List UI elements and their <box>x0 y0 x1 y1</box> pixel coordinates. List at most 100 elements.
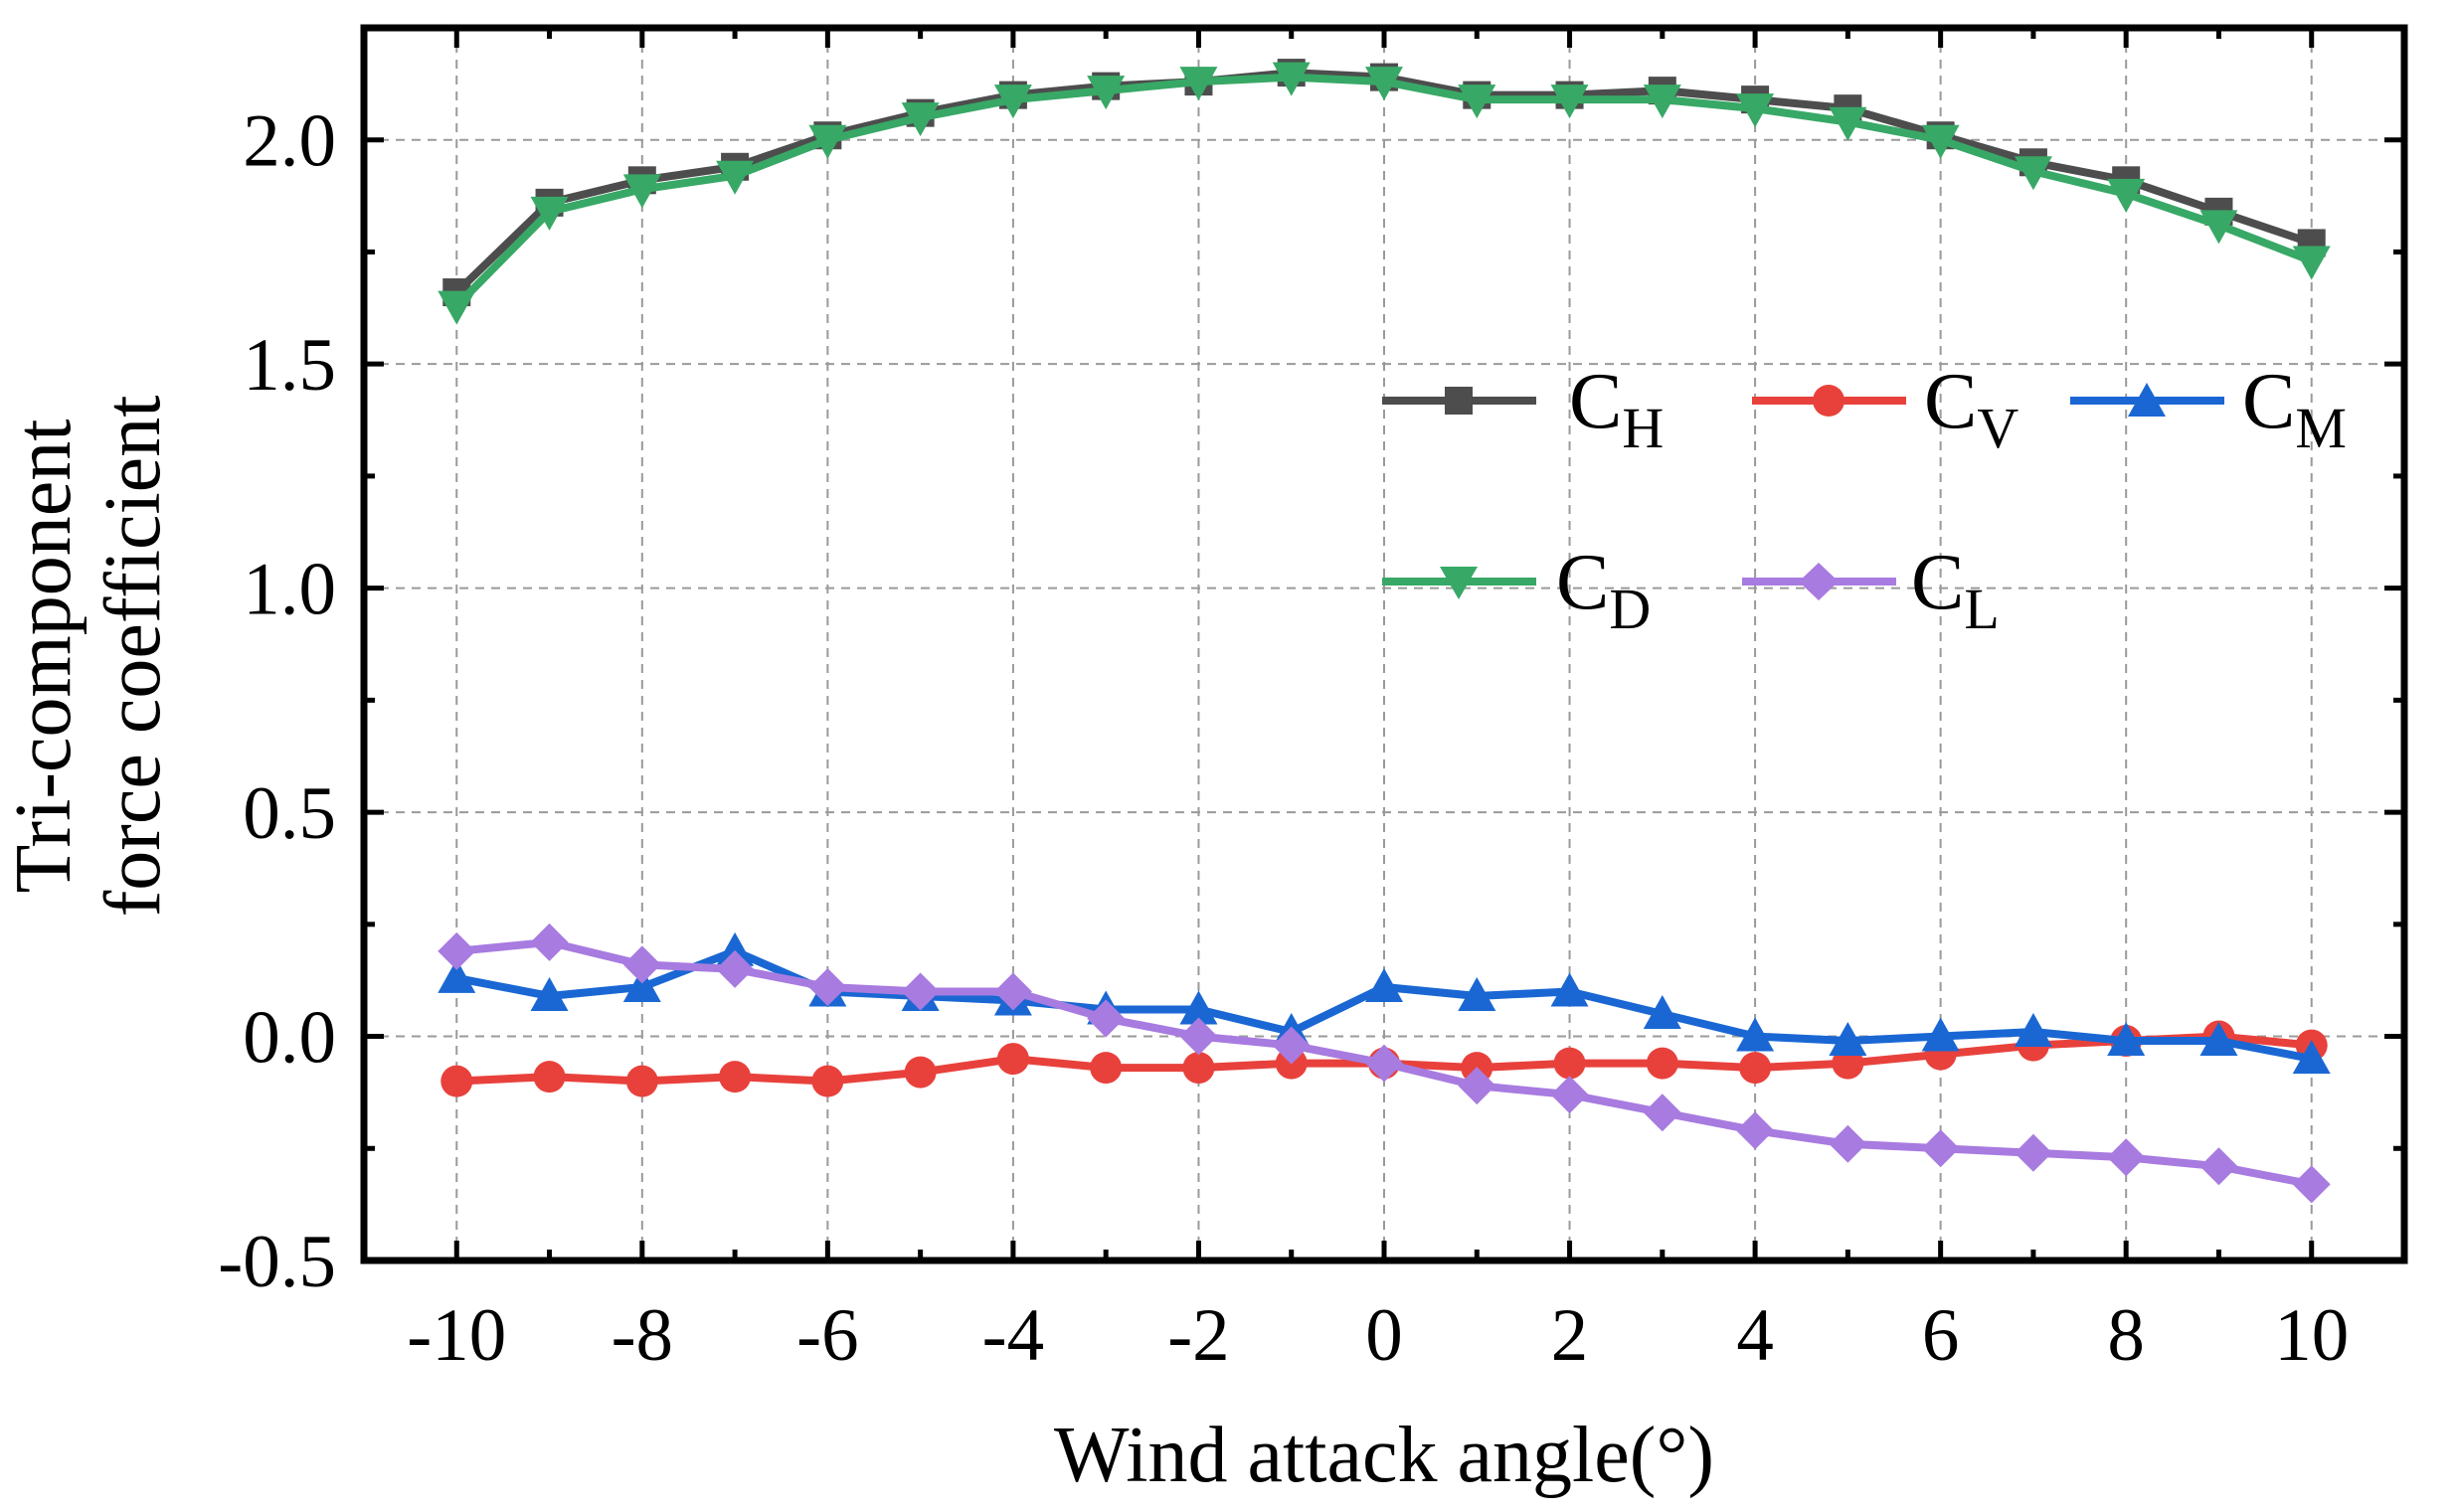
point-cd <box>1272 62 1311 96</box>
point-cv <box>1182 1052 1215 1085</box>
point-cl <box>901 972 940 1011</box>
point-cd <box>1921 124 1960 159</box>
legend-label-cm-main: C <box>2242 358 2295 445</box>
x-tick-label: 0 <box>1365 1294 1403 1377</box>
point-cv <box>719 1061 752 1093</box>
point-cd <box>808 124 847 159</box>
point-cv <box>440 1065 473 1097</box>
point-cd <box>2292 246 2331 280</box>
point-cl <box>2292 1165 2331 1204</box>
legend-label-ch: CH <box>1569 358 1664 460</box>
point-cl <box>622 945 661 984</box>
point-cm <box>2107 1022 2146 1057</box>
legend-label-cv: CV <box>1924 358 2018 460</box>
point-cl <box>1179 1017 1218 1056</box>
legend: CH CV CM CD CL <box>1382 358 2347 641</box>
x-tick-label: 2 <box>1551 1294 1589 1377</box>
point-cl <box>1736 1111 1775 1150</box>
legend-marker-cm <box>2128 383 2166 417</box>
legend-item-cl: CL <box>1742 539 2000 641</box>
point-cl <box>1643 1093 1681 1132</box>
point-cd <box>2107 178 2146 213</box>
y-axis-title-line-2: force coefficient <box>89 396 177 918</box>
point-cm <box>2292 1040 2331 1075</box>
point-cd <box>1179 67 1218 101</box>
point-cm <box>1643 995 1681 1029</box>
point-cm <box>1365 967 1403 1002</box>
point-cm <box>1458 976 1496 1011</box>
point-cl <box>530 923 569 961</box>
point-cd <box>2014 156 2052 191</box>
point-cl <box>1272 1026 1311 1065</box>
x-tick-label: 6 <box>1922 1294 1960 1377</box>
y-tick-label: 1.5 <box>243 324 336 407</box>
y-tick-label: 1.0 <box>243 549 336 631</box>
point-cd <box>1087 76 1126 110</box>
plot-series <box>438 59 2331 1204</box>
point-cd <box>438 290 476 325</box>
point-cl <box>716 949 755 988</box>
point-cv <box>1739 1052 1772 1085</box>
y-tick-label: -0.5 <box>218 1221 336 1303</box>
point-cv <box>811 1065 844 1097</box>
point-cl <box>1550 1076 1589 1114</box>
x-axis-title: Wind attack angle(°) <box>1054 1412 1714 1499</box>
point-cm <box>1736 1017 1775 1052</box>
point-cd <box>993 84 1032 119</box>
point-cv <box>533 1061 566 1093</box>
point-cd <box>901 102 940 137</box>
x-tick-label: -10 <box>407 1294 506 1377</box>
point-cm <box>438 958 476 993</box>
axis-ticks <box>361 25 2407 1263</box>
point-cm <box>1179 990 1218 1025</box>
point-cl <box>2107 1138 2146 1177</box>
legend-marker-ch <box>1445 387 1473 415</box>
legend-label-cd-sub: D <box>1609 577 1651 641</box>
point-cd <box>622 174 661 209</box>
point-cl <box>1921 1129 1960 1168</box>
series-cm <box>438 931 2331 1075</box>
legend-item-cd: CD <box>1382 539 1651 641</box>
x-tick-label: 4 <box>1736 1294 1774 1377</box>
y-tick-label: 0.0 <box>243 997 336 1080</box>
point-cv <box>1646 1047 1678 1080</box>
x-tick-label: -2 <box>1167 1294 1229 1377</box>
point-cv <box>625 1065 658 1097</box>
point-cl <box>993 972 1032 1011</box>
point-cl <box>808 967 847 1006</box>
legend-label-cd-main: C <box>1556 539 1609 626</box>
point-cd <box>1550 84 1589 119</box>
legend-label-cl-sub: L <box>1964 577 1999 641</box>
point-cl <box>2199 1147 2238 1186</box>
series-cl <box>438 923 2331 1204</box>
legend-label-cl: CL <box>1911 539 2000 641</box>
point-cl <box>1458 1067 1496 1105</box>
point-cl <box>1365 1044 1403 1083</box>
y-axis-title: Tri-component force coefficient <box>0 396 177 918</box>
series-cd <box>438 62 2331 325</box>
point-cl <box>1829 1124 1867 1163</box>
point-cd <box>716 160 755 195</box>
x-tick-label: -6 <box>796 1294 858 1377</box>
legend-label-ch-sub: H <box>1622 396 1664 460</box>
legend-label-cd: CD <box>1556 539 1651 641</box>
point-cd <box>1643 84 1681 119</box>
legend-label-cv-sub: V <box>1977 396 2018 460</box>
x-tick-label: 8 <box>2107 1294 2145 1377</box>
point-cd <box>1736 93 1775 128</box>
legend-label-ch-main: C <box>1569 358 1622 445</box>
point-cd <box>2199 210 2238 245</box>
point-cm <box>716 931 755 966</box>
legend-label-cl-main: C <box>1911 539 1964 626</box>
y-axis-title-line-1: Tri-component <box>0 419 88 893</box>
legend-marker-cv <box>1813 385 1844 417</box>
x-tick-label: 10 <box>2274 1294 2349 1377</box>
x-tick-label: -8 <box>612 1294 673 1377</box>
point-cm <box>2199 1022 2238 1057</box>
legend-label-cv-main: C <box>1924 358 1977 445</box>
legend-item-cv: CV <box>1752 358 2018 460</box>
tick-labels: -10 -8 -6 -4 -2 0 2 4 6 8 10 -0.5 0.0 0.5 1.0 1.5 2.0 <box>218 100 2349 1377</box>
legend-label-cm-sub: M <box>2295 396 2347 460</box>
legend-item-cm: CM <box>2070 358 2347 460</box>
